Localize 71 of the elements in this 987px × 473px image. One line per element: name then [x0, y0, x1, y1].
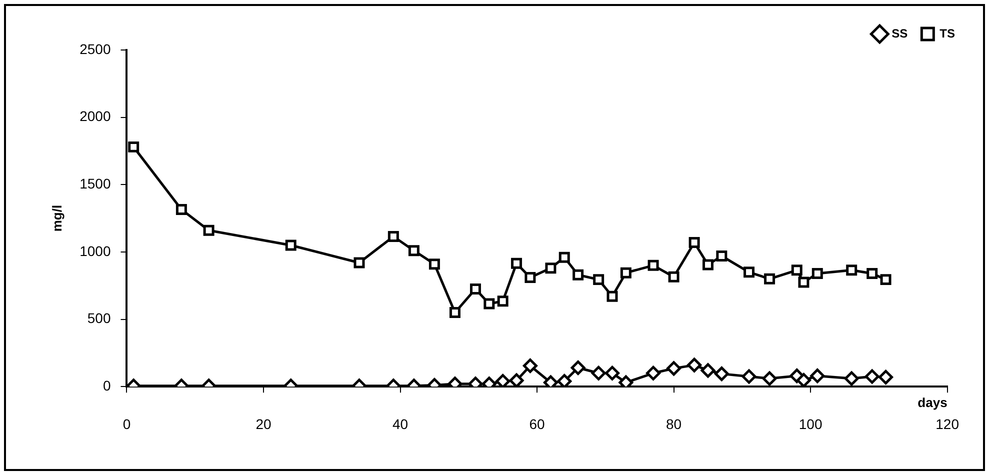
point	[408, 245, 420, 256]
x-tick-label: 20	[256, 416, 272, 432]
x-axis-title: days	[918, 394, 948, 410]
point	[866, 268, 878, 279]
point	[428, 258, 440, 270]
point	[864, 369, 880, 384]
point	[702, 259, 714, 270]
y-tick-label: 0	[102, 377, 111, 394]
point	[812, 268, 823, 279]
point	[509, 373, 524, 387]
point	[764, 273, 776, 284]
point	[688, 237, 700, 248]
point	[878, 370, 894, 384]
point	[810, 368, 825, 384]
x-tick-label: 80	[666, 416, 682, 432]
x-tick-label: 60	[529, 416, 546, 432]
point	[522, 358, 538, 373]
point	[606, 290, 618, 302]
point	[449, 307, 460, 318]
x-tick-label: 0	[122, 416, 131, 432]
point	[354, 257, 365, 268]
y-axis-title: mg/l	[49, 204, 64, 232]
y-tick-label: 1000	[80, 242, 111, 259]
point	[791, 264, 802, 276]
point	[388, 230, 399, 242]
point	[557, 374, 572, 387]
point	[128, 141, 140, 152]
y-tick-label: 2000	[80, 108, 111, 124]
y-tick-label: 1500	[80, 176, 111, 192]
point	[646, 366, 661, 380]
y-tick-label: 500	[87, 310, 111, 326]
point	[880, 274, 892, 286]
y-tick-label: 2500	[80, 40, 111, 57]
point	[558, 252, 570, 263]
point	[285, 240, 296, 251]
point	[572, 269, 584, 280]
point	[668, 271, 680, 282]
x-tick-label: 40	[392, 416, 408, 432]
point	[545, 262, 556, 274]
point	[762, 371, 777, 386]
legend-label: SS	[892, 26, 908, 40]
point	[470, 283, 481, 294]
x-tick-label: 120	[936, 416, 960, 432]
point	[798, 276, 810, 288]
point	[618, 375, 634, 387]
legend-label: TS	[940, 26, 956, 40]
point	[484, 298, 495, 310]
point	[716, 250, 728, 262]
point	[176, 204, 187, 216]
point	[497, 296, 508, 307]
point	[605, 366, 620, 380]
point	[543, 375, 558, 387]
point	[666, 361, 682, 376]
x-tick-label: 100	[798, 416, 822, 432]
point	[511, 258, 522, 269]
point	[846, 264, 858, 276]
point	[593, 274, 604, 286]
point	[714, 366, 729, 382]
point	[742, 369, 756, 384]
point	[591, 366, 606, 380]
point	[570, 360, 586, 375]
point	[796, 373, 811, 387]
point	[648, 260, 659, 271]
point	[844, 371, 859, 386]
point	[620, 267, 632, 278]
point	[524, 272, 536, 284]
point	[687, 358, 702, 372]
point	[700, 363, 716, 378]
point	[744, 266, 755, 278]
point	[496, 374, 510, 387]
point	[203, 224, 214, 236]
